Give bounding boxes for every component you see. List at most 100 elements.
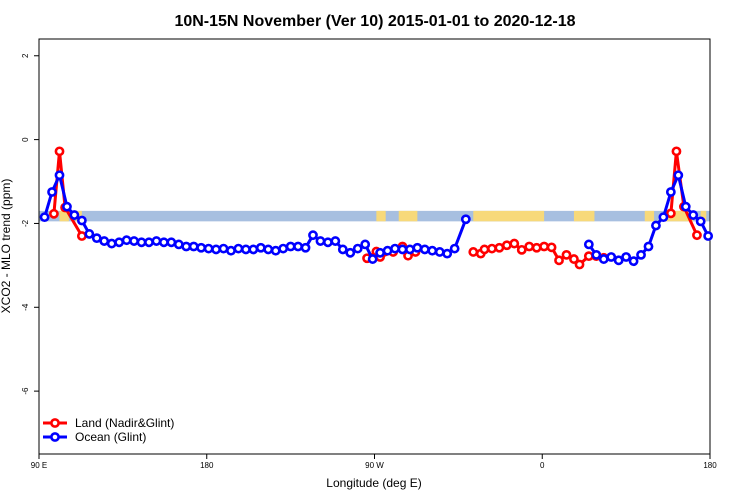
data-point	[136, 237, 147, 248]
data-point	[390, 243, 400, 254]
land-segment	[376, 210, 386, 222]
data-point	[692, 230, 702, 241]
axis-ticks: 90 E 180 90 W 0 180 2 0 -2 -4 -6	[21, 53, 717, 470]
data-point	[181, 241, 192, 252]
data-point	[665, 187, 676, 197]
data-point	[54, 170, 65, 181]
data-point	[47, 187, 57, 197]
data-point	[308, 230, 318, 241]
land-segment	[665, 210, 694, 222]
data-point	[671, 146, 682, 157]
data-point	[613, 255, 624, 266]
x-tick-label: 180	[200, 461, 214, 470]
data-point	[151, 236, 162, 246]
series-layer	[39, 146, 714, 270]
data-point	[449, 243, 460, 254]
y-tick-label: 2	[21, 53, 30, 58]
legend-item: Land (Nadir&Glint)	[43, 416, 174, 430]
data-point	[240, 244, 251, 255]
data-point	[84, 229, 95, 239]
x-tick-label: 180	[703, 461, 717, 470]
data-point	[367, 254, 378, 264]
data-point	[270, 245, 281, 256]
data-point	[218, 243, 229, 254]
data-point	[121, 235, 132, 246]
y-tick-label: -4	[21, 303, 30, 311]
data-point	[412, 242, 423, 253]
data-point	[248, 244, 259, 255]
data-point	[434, 247, 445, 257]
data-point	[703, 231, 714, 241]
legend-label: Land (Nadir&Glint)	[75, 416, 174, 430]
data-point	[487, 243, 497, 254]
data-point	[680, 201, 691, 212]
legend-marker	[50, 418, 60, 428]
data-point	[569, 254, 579, 264]
data-point	[509, 238, 520, 249]
land-segment	[700, 210, 707, 222]
data-point	[516, 244, 527, 255]
legend-label: Ocean (Glint)	[75, 430, 146, 444]
data-point	[211, 244, 221, 255]
data-point	[468, 247, 479, 257]
data-point	[561, 249, 572, 260]
data-point	[173, 239, 184, 250]
land-ocean-band	[39, 210, 710, 222]
data-point	[539, 241, 550, 252]
data-point	[531, 242, 542, 253]
data-point	[583, 251, 594, 262]
land-segment	[473, 210, 545, 222]
data-point	[628, 256, 639, 267]
series-1	[39, 170, 714, 267]
data-point	[54, 146, 65, 157]
data-point	[494, 242, 505, 253]
data-point	[285, 241, 296, 252]
y-tick-label: 0	[21, 137, 30, 142]
data-point	[673, 170, 684, 181]
data-point	[524, 241, 535, 252]
x-axis-label: Longitude (deg E)	[326, 476, 421, 490]
data-point	[255, 242, 266, 253]
data-point	[330, 236, 341, 246]
data-point	[688, 210, 699, 220]
data-point	[375, 247, 385, 258]
data-point	[39, 212, 50, 223]
data-point	[91, 233, 102, 244]
data-point	[427, 245, 438, 256]
data-point	[621, 252, 632, 262]
data-point	[405, 244, 415, 255]
data-point	[501, 240, 512, 251]
data-point	[226, 245, 236, 256]
land-segment	[59, 210, 69, 222]
data-point	[99, 236, 110, 246]
data-point	[636, 249, 646, 260]
data-point	[233, 243, 244, 254]
data-point	[360, 239, 371, 250]
data-point	[583, 239, 594, 250]
data-point	[479, 244, 490, 255]
x-tick-label: 90 W	[365, 461, 384, 470]
data-point	[278, 243, 289, 254]
data-point	[345, 247, 356, 258]
chart-title: 10N-15N November (Ver 10) 2015-01-01 to …	[174, 13, 575, 30]
data-point	[49, 208, 59, 219]
data-point	[591, 249, 602, 260]
data-point	[397, 244, 408, 255]
data-point	[76, 215, 87, 226]
land-segment	[644, 210, 655, 222]
data-point	[665, 208, 676, 219]
data-point	[76, 231, 87, 241]
data-point	[419, 244, 430, 255]
data-point	[352, 243, 363, 254]
data-point	[166, 237, 177, 248]
legend-item: Ocean (Glint)	[43, 430, 146, 444]
data-point	[315, 236, 326, 246]
data-point	[546, 242, 557, 253]
data-point	[554, 255, 564, 266]
series-0	[49, 146, 702, 270]
data-point	[442, 248, 453, 259]
data-point	[598, 254, 609, 264]
y-tick-label: -2	[21, 219, 30, 227]
data-point	[293, 241, 303, 252]
data-point	[695, 216, 706, 227]
